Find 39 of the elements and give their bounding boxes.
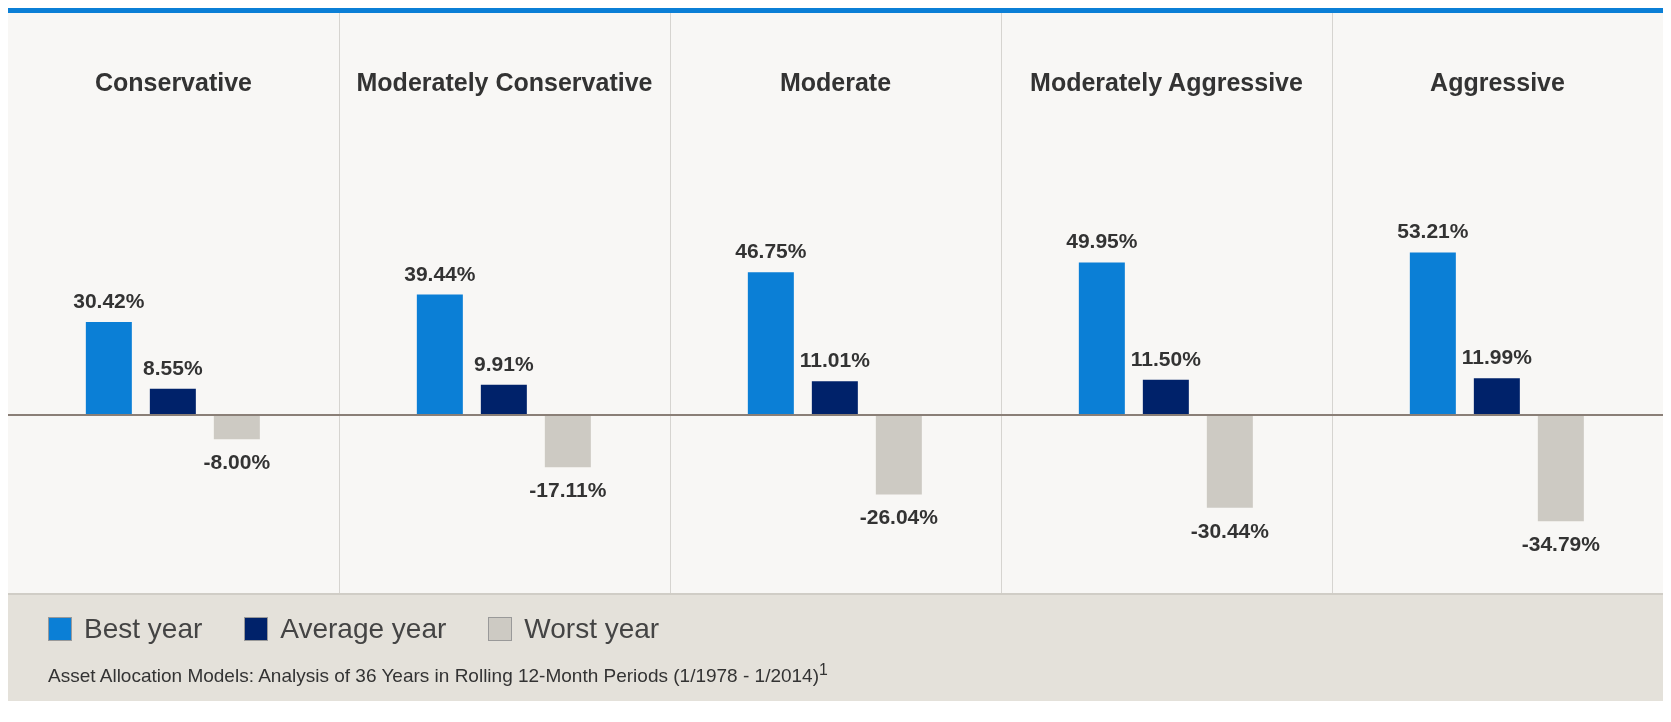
- data-label: 11.50%: [1130, 346, 1202, 370]
- data-label: 49.95%: [1066, 229, 1138, 253]
- bar: [480, 384, 527, 415]
- bar: [875, 414, 922, 495]
- data-label: 8.55%: [143, 355, 203, 379]
- bar: [544, 414, 591, 468]
- legend-label: Worst year: [524, 613, 660, 645]
- data-label: 39.44%: [404, 261, 476, 285]
- x-tick-label: Aggressive: [1430, 67, 1565, 96]
- bar: [811, 381, 858, 415]
- bar: [1206, 414, 1253, 508]
- data-label: -17.11%: [529, 478, 607, 502]
- bar: [213, 414, 260, 440]
- bar: [149, 388, 196, 415]
- bar: [1078, 262, 1125, 415]
- data-label: 53.21%: [1397, 219, 1469, 243]
- bar: [1473, 378, 1520, 415]
- bar: [1409, 252, 1456, 415]
- data-label: -30.44%: [1190, 518, 1270, 542]
- x-tick-label: Moderately Aggressive: [1030, 67, 1303, 96]
- bar: [1142, 379, 1189, 415]
- data-label: -26.04%: [859, 505, 939, 529]
- data-label: -8.00%: [203, 450, 271, 474]
- bar: [416, 294, 463, 415]
- data-label: 9.91%: [474, 351, 534, 375]
- data-label: 30.42%: [73, 289, 145, 313]
- x-tick-label: Conservative: [94, 67, 253, 96]
- data-label: -34.79%: [1521, 532, 1601, 556]
- x-tick-label: Moderate: [779, 67, 892, 96]
- bar: [85, 322, 132, 415]
- legend-label: Best year: [84, 613, 203, 645]
- bar: [747, 272, 794, 415]
- text: Asset Allocation Models: Analysis of 36 Years in Rolling 12-Month Periods (1/1978 - 1/2014)$^{1}$: [48, 661, 829, 688]
- x-tick-label: Moderately Conservative: [356, 67, 653, 96]
- legend-label: Average year: [280, 613, 447, 645]
- bar: [1537, 414, 1584, 522]
- data-label: 46.75%: [735, 239, 807, 263]
- data-label: 11.99%: [1461, 345, 1533, 369]
- data-label: 11.01%: [799, 348, 871, 372]
